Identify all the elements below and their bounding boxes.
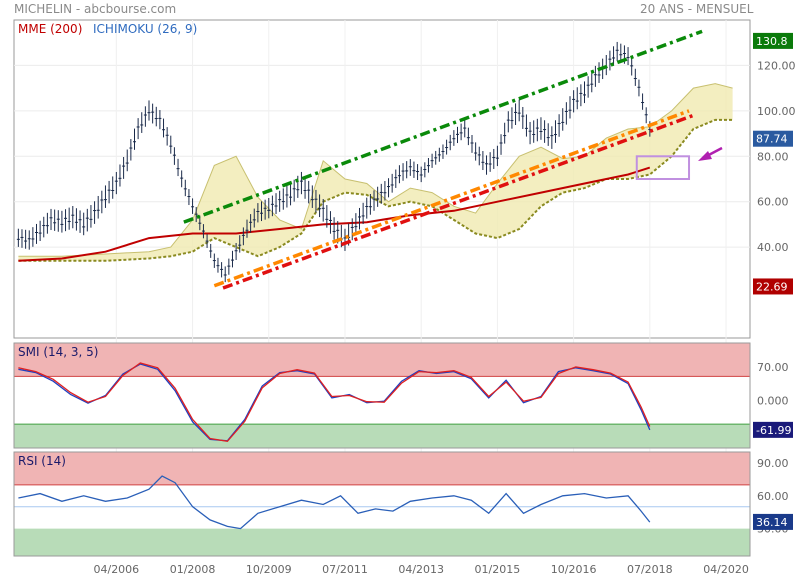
x-tick-label: 04/2013 (398, 563, 444, 576)
rsi-y-tick-label: 90.00 (757, 457, 789, 470)
price-y-tick-label: 60.00 (757, 196, 789, 209)
value-badge (753, 130, 793, 147)
price-y-tick-label: 40.00 (757, 241, 789, 254)
price-y-tick-label: 80.00 (757, 150, 789, 163)
chart-header-title: MICHELIN - abcbourse.com (14, 2, 177, 16)
legend-ema200: MME (200) (18, 22, 82, 36)
x-tick-label: 04/2006 (93, 563, 139, 576)
pointer-arrow-head (698, 151, 712, 161)
rsi-value-badge-text: 36.14 (756, 516, 788, 529)
value-badge (753, 278, 793, 295)
ema200-line (18, 166, 651, 262)
rsi-zone (14, 452, 750, 485)
rsi-value-badge (753, 513, 793, 530)
rsi-series-line (18, 475, 651, 530)
smi-value-badge (753, 421, 793, 438)
x-tick-label: 01/2008 (170, 563, 216, 576)
legend-ichimoku: ICHIMOKU (26, 9) (93, 22, 197, 36)
value-badge-text: 22.69 (756, 280, 788, 293)
smi-value-badge-text: -61.99 (756, 424, 791, 437)
smi-zone (14, 424, 750, 448)
smi-title: SMI (14, 3, 5) (18, 345, 98, 359)
smi-series-line (18, 362, 651, 442)
value-badge-text: 87.74 (756, 133, 788, 146)
x-tick-label: 10/2009 (246, 563, 292, 576)
trend-channel-line (213, 109, 690, 288)
highlight-box (635, 155, 691, 181)
smi-y-tick-label: 0.000 (757, 394, 789, 407)
ichimoku-cloud-lower (18, 118, 733, 262)
rsi-zone (14, 528, 750, 556)
smi-y-tick-label: 70.00 (757, 361, 789, 374)
x-tick-label: 10/2016 (551, 563, 597, 576)
x-tick-label: 07/2011 (322, 563, 368, 576)
smi-panel-frame (13, 342, 751, 449)
rsi-title: RSI (14) (18, 454, 66, 468)
rsi-y-tick-label: 60.00 (757, 490, 789, 503)
x-tick-label: 07/2018 (627, 563, 673, 576)
value-badge-text: 130.8 (756, 35, 788, 48)
value-badge (753, 32, 793, 49)
price-y-tick-label: 120.00 (757, 59, 796, 72)
rsi-panel-frame (13, 451, 751, 557)
smi-zone (14, 343, 750, 377)
price-y-tick-label: 100.00 (757, 105, 796, 118)
trend-channel-line (183, 29, 703, 224)
x-tick-label: 04/2020 (703, 563, 749, 576)
chart-header-period: 20 ANS - MENSUEL (640, 2, 754, 16)
x-tick-label: 01/2015 (475, 563, 521, 576)
